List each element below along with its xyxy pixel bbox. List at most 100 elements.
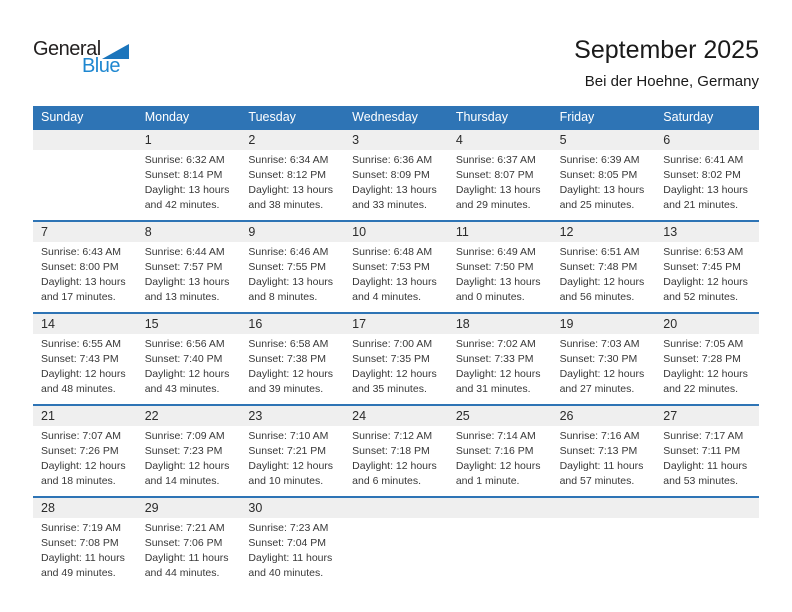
day-details-9: Sunrise: 6:46 AM Sunset: 7:55 PM Daylight:… [240,242,344,312]
day-number-25: 25 [455,409,470,423]
daylight-text-line2: and 13 minutes. [144,291,220,303]
sunrise-text: Sunrise: 7:14 AM [455,430,536,442]
day-number-24: 24 [352,409,367,423]
day-number-2: 2 [248,133,256,147]
daylight-text-line1: Daylight: 12 hours [455,368,541,380]
daylight-text-line2: and 6 minutes. [352,475,422,487]
day-details-band: Sunrise: 6:43 AM Sunset: 8:00 PM Daylight:… [33,242,759,312]
sunset-text: Sunset: 7:28 PM [663,353,741,365]
daylight-text-line1: Daylight: 11 hours [144,552,229,564]
sunrise-text: Sunrise: 6:32 AM [144,154,225,166]
day-details-15: Sunrise: 6:56 AM Sunset: 7:40 PM Daylight:… [137,334,241,404]
daylight-text-line1: Daylight: 11 hours [663,460,748,472]
general-blue-logo: General Blue [33,38,133,78]
day-details-23: Sunrise: 7:10 AM Sunset: 7:21 PM Daylight:… [240,426,344,496]
sunset-text: Sunset: 7:18 PM [352,445,430,457]
daylight-text-line2: and 57 minutes. [559,475,635,487]
day-details-4: Sunrise: 6:37 AM Sunset: 8:07 PM Daylight:… [448,150,552,220]
daylight-text-line1: Daylight: 13 hours [663,184,748,196]
daylight-text-line2: and 56 minutes. [559,291,635,303]
day-details-empty [552,518,656,588]
weekday-header-friday: Friday [559,110,595,124]
day-details-11: Sunrise: 6:49 AM Sunset: 7:50 PM Daylight:… [448,242,552,312]
daylight-text-line2: and 10 minutes. [248,475,324,487]
day-details-16: Sunrise: 6:58 AM Sunset: 7:38 PM Daylight:… [240,334,344,404]
sunrise-text: Sunrise: 6:46 AM [248,246,329,258]
day-number-19: 19 [559,317,574,331]
week-row-2: 7 8 9 10 11 12 13 Sunrise: 6:43 AM Sunset: 8:00 … [33,220,759,312]
sunset-text: Sunset: 7:04 PM [248,537,327,549]
day-number-5: 5 [559,133,567,147]
daylight-text-line2: and 17 minutes. [41,291,116,303]
daylight-text-line1: Daylight: 13 hours [144,276,230,288]
calendar-table: Sunday Monday Tuesday Wednesday Thursday Frid… [33,106,759,588]
sunrise-text: Sunrise: 6:44 AM [144,246,225,258]
daylight-text-line2: and 22 minutes. [663,383,738,395]
sunset-text: Sunset: 7:30 PM [559,353,638,365]
day-details-band: Sunrise: 7:07 AM Sunset: 7:26 PM Daylight:… [33,426,759,496]
sunset-text: Sunset: 8:02 PM [663,169,741,181]
daylight-text-line1: Daylight: 11 hours [41,552,125,564]
day-details-27: Sunrise: 7:17 AM Sunset: 7:11 PM Daylight:… [655,426,759,496]
day-details-1: Sunrise: 6:32 AM Sunset: 8:14 PM Daylight:… [137,150,241,220]
day-number-band: 1 2 3 4 5 6 [33,130,759,150]
daylight-text-line2: and 1 minute. [455,475,520,487]
sunset-text: Sunset: 7:40 PM [144,353,223,365]
day-number-1: 1 [144,133,152,147]
day-number-9: 9 [248,225,256,239]
daylight-text-line1: Daylight: 13 hours [248,276,334,288]
sunrise-text: Sunrise: 6:58 AM [248,338,329,350]
sunset-text: Sunset: 8:09 PM [352,169,430,181]
sunset-text: Sunset: 7:50 PM [455,261,534,273]
week-row-5: 28 29 30 Sunrise: 7:19 AM Sunset: 7:08 PM Day… [33,496,759,588]
daylight-text-line2: and 27 minutes. [559,383,635,395]
daylight-text-line1: Daylight: 12 hours [248,368,334,380]
daylight-text-line1: Daylight: 12 hours [663,368,748,380]
day-details-21: Sunrise: 7:07 AM Sunset: 7:26 PM Daylight:… [33,426,137,496]
sunrise-text: Sunrise: 7:02 AM [455,338,536,350]
daylight-text-line2: and 35 minutes. [352,383,427,395]
sunset-text: Sunset: 8:14 PM [144,169,223,181]
sunrise-text: Sunrise: 7:12 AM [352,430,433,442]
day-details-band: Sunrise: 7:19 AM Sunset: 7:08 PM Daylight:… [33,518,759,588]
sunrise-text: Sunrise: 6:34 AM [248,154,329,166]
logo-text-general: General [33,38,101,60]
day-number-17: 17 [352,317,367,331]
sunset-text: Sunset: 7:35 PM [352,353,430,365]
day-details-empty [655,518,759,588]
sunset-text: Sunset: 7:53 PM [352,261,430,273]
day-number-band: 14 15 16 17 18 19 20 [33,314,759,334]
day-number-29: 29 [144,501,159,515]
day-details-14: Sunrise: 6:55 AM Sunset: 7:43 PM Daylight:… [33,334,137,404]
sunset-text: Sunset: 7:48 PM [559,261,638,273]
day-details-5: Sunrise: 6:39 AM Sunset: 8:05 PM Daylight:… [552,150,656,220]
day-details-20: Sunrise: 7:05 AM Sunset: 7:28 PM Daylight:… [655,334,759,404]
weekday-header-thursday: Thursday [455,110,508,124]
sunrise-text: Sunrise: 6:53 AM [663,246,744,258]
sunrise-text: Sunrise: 7:07 AM [41,430,121,442]
daylight-text-line2: and 0 minutes. [455,291,525,303]
daylight-text-line2: and 53 minutes. [663,475,738,487]
day-number-14: 14 [41,317,55,331]
sunrise-text: Sunrise: 7:09 AM [144,430,225,442]
day-details-10: Sunrise: 6:48 AM Sunset: 7:53 PM Daylight:… [344,242,448,312]
sunset-text: Sunset: 7:38 PM [248,353,327,365]
page-title: September 2025 [574,36,759,64]
sunset-text: Sunset: 7:06 PM [144,537,223,549]
sunrise-text: Sunrise: 7:03 AM [559,338,640,350]
day-details-12: Sunrise: 6:51 AM Sunset: 7:48 PM Daylight:… [552,242,656,312]
daylight-text-line1: Daylight: 13 hours [41,276,126,288]
day-details-band: Sunrise: 6:55 AM Sunset: 7:43 PM Daylight:… [33,334,759,404]
day-number-7: 7 [41,225,48,239]
day-number-empty [552,498,656,518]
day-details-24: Sunrise: 7:12 AM Sunset: 7:18 PM Daylight:… [344,426,448,496]
daylight-text-line2: and 14 minutes. [144,475,220,487]
day-details-19: Sunrise: 7:03 AM Sunset: 7:30 PM Daylight:… [552,334,656,404]
sunset-text: Sunset: 7:11 PM [663,445,741,457]
daylight-text-line2: and 31 minutes. [455,383,531,395]
sunset-text: Sunset: 8:00 PM [41,261,119,273]
day-number-4: 4 [455,133,463,147]
day-number-23: 23 [248,409,263,423]
day-details-empty [448,518,552,588]
sunrise-text: Sunrise: 7:16 AM [559,430,640,442]
